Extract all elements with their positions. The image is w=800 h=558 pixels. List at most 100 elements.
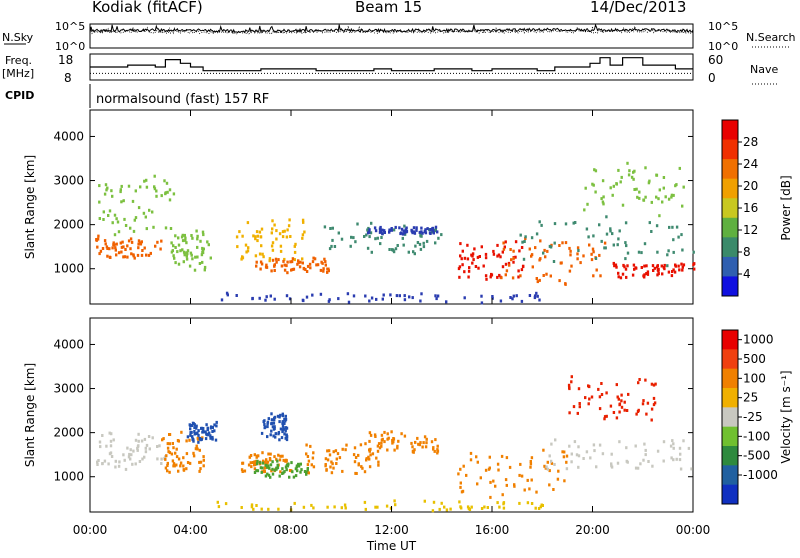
power-panel-cell bbox=[440, 233, 443, 237]
power-panel-cell bbox=[105, 188, 108, 192]
velocity-panel-cell bbox=[687, 446, 691, 450]
velocity-colorbar-tick-label: 100 bbox=[743, 371, 766, 385]
velocity-panel-cell bbox=[550, 461, 554, 465]
date-title: 14/Dec/2013 bbox=[590, 0, 687, 16]
velocity-panel-cell bbox=[188, 423, 191, 427]
velocity-panel-cell bbox=[642, 399, 645, 403]
power-panel-cell bbox=[518, 249, 521, 253]
power-panel-cell bbox=[120, 200, 123, 204]
velocity-panel-cell bbox=[377, 442, 381, 446]
velocity-panel-cell bbox=[330, 460, 333, 464]
velocity-panel-cell bbox=[492, 479, 495, 483]
time-xlabel: Time UT bbox=[366, 539, 417, 553]
power-panel-cell bbox=[316, 263, 320, 267]
power-panel-cell bbox=[220, 298, 224, 302]
velocity-panel-cell bbox=[297, 462, 300, 466]
velocity-panel-cell bbox=[357, 463, 360, 467]
velocity-colorbar-tick-label: 25 bbox=[743, 391, 758, 405]
power-panel-cell bbox=[273, 223, 276, 227]
velocity-panel-cell bbox=[548, 454, 551, 458]
power-panel-cell bbox=[692, 250, 695, 254]
velocity-panel-cell bbox=[126, 446, 129, 450]
velocity-panel-cell bbox=[345, 443, 348, 447]
velocity-panel-cell bbox=[445, 508, 449, 512]
power-panel-cell bbox=[170, 241, 173, 245]
velocity-panel-cell bbox=[306, 468, 309, 472]
power-panel-cell bbox=[471, 261, 474, 265]
velocity-panel-cell bbox=[650, 382, 654, 386]
velocity-panel-cell bbox=[202, 455, 205, 459]
velocity-panel-cell bbox=[651, 464, 654, 468]
power-panel-cell bbox=[675, 183, 678, 187]
power-panel-cell bbox=[619, 180, 622, 184]
power-panel-cell bbox=[259, 235, 263, 239]
velocity-panel-cell bbox=[634, 444, 637, 448]
power-panel-cell bbox=[273, 264, 276, 268]
velocity-panel-cell bbox=[145, 443, 149, 447]
power-panel-cell bbox=[420, 226, 423, 230]
power-panel-cell bbox=[509, 296, 512, 299]
velocity-panel-cell bbox=[281, 412, 284, 416]
freq-right-tick: 60 bbox=[708, 53, 723, 67]
power-panel-cell bbox=[682, 263, 686, 267]
velocity-panel-cell bbox=[277, 431, 281, 434]
power-panel-cell bbox=[667, 249, 670, 253]
velocity-panel-cell bbox=[185, 452, 189, 456]
power-panel-cell bbox=[535, 291, 538, 295]
freq-left-tick: 8 bbox=[64, 71, 72, 85]
velocity-panel-cell bbox=[303, 470, 307, 473]
velocity-panel-cell bbox=[188, 438, 191, 442]
power-panel-cell bbox=[586, 202, 589, 206]
velocity-panel-cell bbox=[294, 467, 298, 471]
velocity-panel-cell bbox=[107, 462, 110, 466]
power-panel-cell bbox=[154, 244, 157, 248]
power-panel-cell bbox=[279, 244, 283, 248]
power-panel-cell bbox=[319, 292, 323, 296]
power-panel-cell bbox=[404, 228, 407, 232]
power-panel-cell bbox=[380, 230, 383, 234]
power-panel-cell bbox=[514, 240, 518, 244]
velocity-panel-cell bbox=[312, 451, 315, 455]
velocity-panel-cell bbox=[595, 465, 598, 469]
power-panel-cell bbox=[283, 268, 287, 272]
velocity-panel-cell bbox=[369, 453, 372, 457]
power-panel-cell bbox=[413, 252, 416, 256]
time-xtick-label: 16:00 bbox=[475, 523, 510, 537]
velocity-panel-cell bbox=[353, 446, 357, 450]
velocity-panel-cell bbox=[672, 442, 675, 446]
power-panel-cell bbox=[326, 270, 329, 274]
velocity-panel-cell bbox=[177, 439, 180, 443]
power-panel-cell bbox=[492, 252, 496, 256]
power-panel-cell bbox=[268, 259, 271, 263]
power-panel-cell bbox=[512, 260, 515, 264]
power-panel-cell bbox=[426, 227, 429, 231]
power-panel-cell bbox=[271, 248, 275, 252]
power-panel-cell bbox=[298, 265, 302, 269]
power-panel-cell bbox=[139, 185, 142, 189]
power-panel-cell bbox=[512, 256, 515, 260]
velocity-panel-cell bbox=[280, 436, 284, 440]
power-panel-cell bbox=[536, 294, 539, 298]
power-panel-cell bbox=[99, 249, 103, 253]
velocity-panel-cell bbox=[202, 458, 205, 462]
velocity-panel-cell bbox=[279, 470, 282, 474]
power-panel-cell bbox=[174, 234, 177, 238]
power-panel-cell bbox=[642, 198, 646, 202]
power-panel-cell bbox=[600, 239, 603, 243]
velocity-panel-cell bbox=[255, 462, 259, 466]
velocity-panel-cell bbox=[646, 401, 650, 405]
power-panel-cell bbox=[277, 258, 280, 262]
velocity-panel-cell bbox=[295, 465, 298, 469]
velocity-panel-cell bbox=[330, 471, 334, 475]
velocity-panel-cell bbox=[364, 442, 367, 446]
velocity-panel-cell bbox=[654, 382, 657, 386]
power-panel-cell bbox=[143, 246, 146, 250]
power-panel-cell bbox=[302, 267, 306, 271]
power-panel-cell bbox=[235, 235, 239, 239]
power-panel-cell bbox=[313, 257, 317, 261]
power-panel-cell bbox=[681, 268, 684, 272]
power-panel-cell bbox=[160, 194, 163, 198]
velocity-panel-cell bbox=[460, 490, 464, 494]
time-xtick-label: 00:00 bbox=[73, 523, 108, 537]
power-panel-cell bbox=[635, 266, 638, 270]
